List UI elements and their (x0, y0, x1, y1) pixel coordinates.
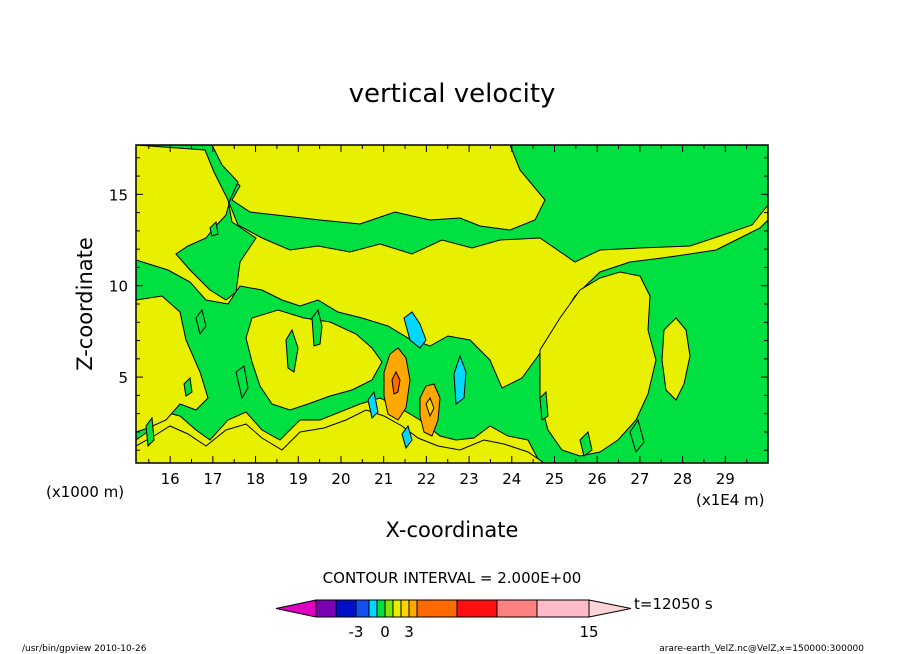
colorbar-segment (392, 599, 402, 618)
plot-area (136, 145, 768, 463)
colorbar-tick-labels: -3 0 3 15 (349, 623, 599, 641)
field-cyan-2 (453, 354, 467, 405)
y-tick-label: 5 (118, 369, 128, 387)
field-cyan-3 (367, 390, 379, 419)
colorbar-segment (275, 599, 317, 618)
field-orange-core (391, 370, 401, 395)
y-axis-label: Z-coordinate (73, 237, 97, 371)
field-green-streak-7 (539, 390, 549, 421)
field-green-streak-2 (285, 328, 299, 373)
x-tick-label: 26 (588, 470, 607, 488)
field-yellow-pocket-right (539, 271, 657, 457)
x-tick-label: 29 (716, 470, 735, 488)
field-green-streak-1 (311, 308, 323, 347)
x-axis-ticks: 16 17 18 19 20 21 22 23 24 25 26 27 28 29 (148, 145, 748, 488)
field-green-streak-5 (183, 376, 193, 397)
x-tick-label: 25 (545, 470, 564, 488)
x-tick-label: 17 (203, 470, 222, 488)
footer-right: arare-earth_VelZ.nc@VelZ,x=150000:300000 (659, 644, 864, 654)
field-cyan-4 (401, 424, 413, 450)
field-yellow-pocket-far-right (661, 317, 691, 401)
x-tick-label: 16 (161, 470, 180, 488)
field-cyan-1 (403, 311, 427, 349)
y-axis-ticks: 5 10 15 (109, 157, 768, 451)
field-green-streak-8 (579, 431, 593, 457)
colorbar-tick-label: -3 (349, 623, 364, 641)
colorbar-tick-label: 0 (380, 623, 390, 641)
colorbar-segment (456, 599, 498, 618)
x-tick-label: 21 (374, 470, 393, 488)
colorbar-segment (400, 599, 410, 618)
x-tick-label: 18 (246, 470, 265, 488)
y-tick-label: 10 (109, 278, 128, 296)
x-tick-label: 27 (630, 470, 649, 488)
contour-interval-text: CONTOUR INTERVAL = 2.000E+00 (323, 569, 582, 587)
field-green-upper (136, 145, 768, 263)
x-axis-label: X-coordinate (386, 518, 519, 542)
colorbar-segment (335, 599, 357, 618)
field-orange-core-2 (425, 396, 435, 418)
time-label: t=12050 s (634, 595, 713, 613)
field-green-left-top (136, 145, 257, 301)
y-tick-label: 15 (109, 186, 128, 204)
colorbar-segment (588, 599, 632, 618)
y-unit-label: (x1000 m) (46, 483, 124, 501)
x-unit-label: (x1E4 m) (696, 491, 765, 509)
x-tick-label: 28 (673, 470, 692, 488)
field-yellow-pocket-mid (245, 309, 383, 411)
field-green-streak-6 (145, 416, 155, 448)
colorbar-segment (416, 599, 458, 618)
colorbar-segment (496, 599, 538, 618)
x-tick-label: 22 (417, 470, 436, 488)
x-tick-label: 23 (460, 470, 479, 488)
colorbar-segment (368, 599, 378, 618)
colorbar-tick-label: 15 (579, 623, 598, 641)
field-green-streak-3 (195, 308, 207, 336)
colorbar-segment (536, 599, 590, 618)
x-tick-label: 19 (289, 470, 308, 488)
field-green-streak-4 (235, 365, 249, 400)
colorbar-segment (315, 599, 337, 618)
field-green-streak-10 (209, 220, 219, 237)
colorbar (275, 599, 632, 618)
field-yellow-strip-bottom (136, 409, 545, 463)
x-tick-label: 24 (502, 470, 521, 488)
colorbar-segment (376, 599, 386, 618)
field-green-streak-9 (629, 418, 645, 454)
chart-title: vertical velocity (349, 79, 556, 109)
colorbar-segment (384, 599, 394, 618)
x-tick-label: 20 (331, 470, 350, 488)
colorbar-segment (355, 599, 370, 618)
colorbar-tick-label: 3 (404, 623, 414, 641)
colorbar-segment (408, 599, 418, 618)
footer-left: /usr/bin/gpview 2010-10-26 (22, 644, 147, 654)
